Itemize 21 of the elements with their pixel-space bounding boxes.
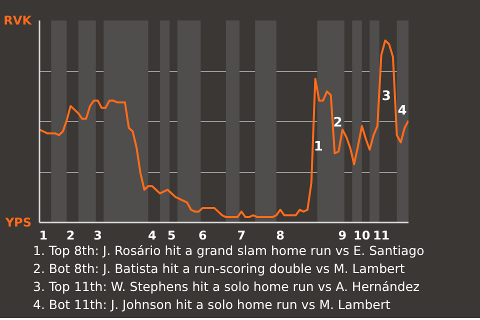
x-tick-label: 8 [276, 228, 285, 242]
text: 3. Top 11th: W. Stephens hit a solo home run vs A. Hernández [33, 278, 421, 296]
x-tick-label: 5 [167, 228, 176, 242]
annotation: 4 [398, 103, 407, 118]
x-tick-label: 7 [237, 228, 246, 242]
text: RVK [4, 14, 32, 28]
x-tick-label: 9 [338, 228, 347, 242]
annotation: 3 [382, 89, 391, 104]
text: 2. Bot 8th: J. Batista hit a run-scoring double vs M. Lambert [33, 260, 406, 278]
annotation: 1 [314, 140, 323, 155]
x-tick-label: 1 [39, 228, 48, 242]
text: 1. Top 8th: J. Rosário hit a grand slam home run vs E. Santiago [33, 242, 424, 260]
x-tick-label: 11 [372, 228, 390, 242]
x-tick-label: 2 [66, 228, 75, 242]
annotation: 2 [333, 116, 342, 130]
text: 4. Bot 11th: J. Johnson hit a solo home run vs M. Lambert [33, 296, 392, 314]
text: YPS [4, 216, 32, 230]
x-tick-label: 10 [354, 228, 370, 242]
x-tick-label: 3 [94, 228, 102, 242]
x-tick-label: 6 [198, 228, 207, 242]
x-tick-label: 4 [148, 228, 156, 242]
